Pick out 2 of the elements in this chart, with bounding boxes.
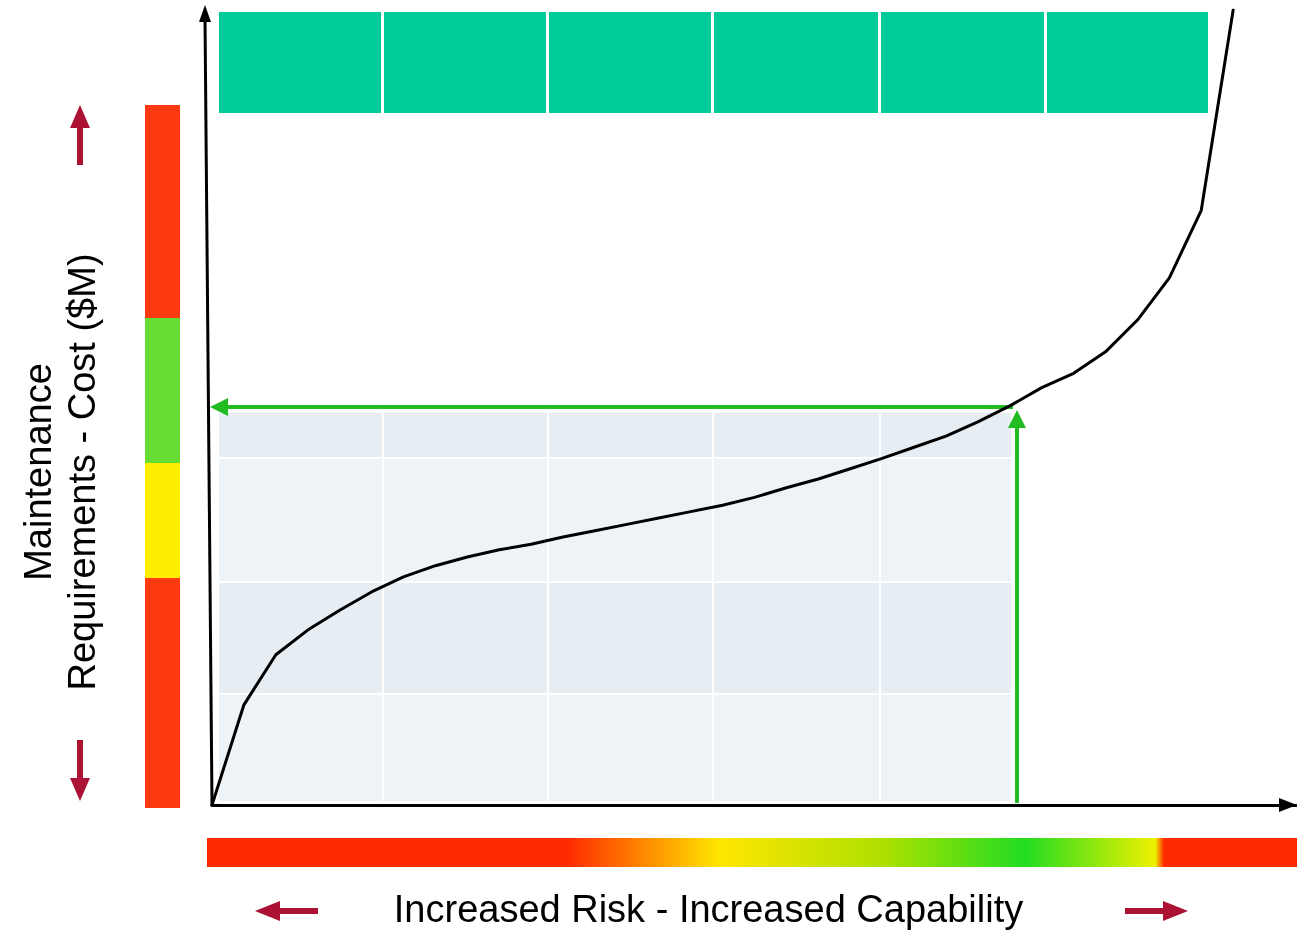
x-axis-title: Increased Risk - Increased Capability (392, 887, 1025, 931)
y-axis-title: Maintenance Requirements - Cost ($M) (16, 252, 104, 693)
